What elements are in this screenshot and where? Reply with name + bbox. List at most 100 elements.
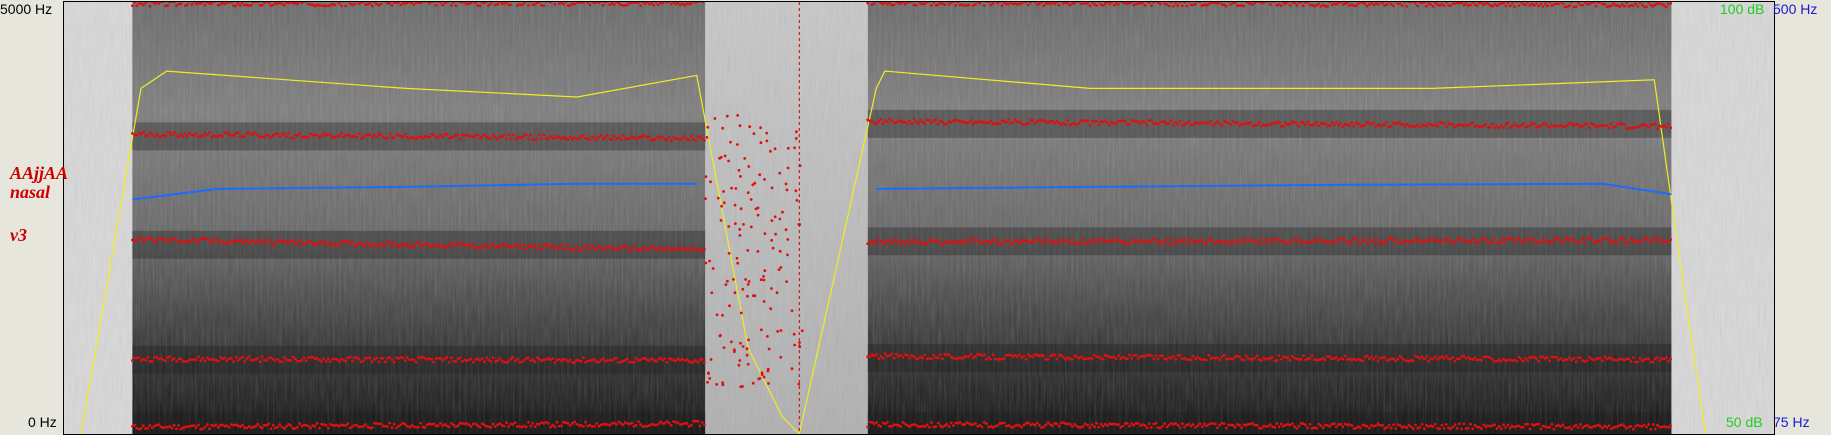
formant-point: [1510, 424, 1514, 428]
formant-point: [947, 242, 951, 245]
formant-point: [1145, 426, 1149, 430]
formant-point: [1376, 123, 1380, 127]
formant-point: [227, 357, 231, 360]
formant-point: [1275, 359, 1279, 362]
formant-point: [1117, 423, 1120, 426]
formant-point: [208, 427, 211, 431]
formant-point: [265, 359, 268, 362]
formant-point: [1026, 421, 1030, 424]
formant-point: [1420, 123, 1424, 127]
formant-point: [1240, 426, 1244, 429]
formant-point: [1623, 238, 1626, 242]
formant-point: [1539, 355, 1543, 359]
formant-point: [1433, 238, 1437, 242]
formant-point: [428, 135, 431, 139]
formant-point: [659, 246, 662, 250]
formant-point: [1317, 239, 1321, 243]
formant-point: [1405, 240, 1409, 244]
formant-point: [650, 422, 653, 426]
formant-point: [359, 360, 363, 364]
formant-point: [458, 356, 462, 360]
formant-point: [623, 4, 627, 7]
formant-point: [734, 222, 737, 226]
formant-point: [656, 3, 660, 7]
formant-point: [1623, 123, 1626, 126]
formant-point: [234, 355, 238, 359]
formant-point: [1084, 2, 1087, 5]
formant-point: [1158, 426, 1162, 430]
formant-point: [661, 2, 664, 5]
formant-point: [692, 360, 695, 364]
formant-point: [461, 2, 464, 4]
formant-point: [751, 183, 755, 187]
spectrogram-plot[interactable]: [63, 1, 1775, 435]
formant-point: [1202, 422, 1206, 426]
formant-point: [1326, 355, 1329, 358]
formant-point: [694, 358, 697, 362]
formant-point: [1048, 119, 1052, 123]
formant-point: [1260, 237, 1263, 241]
formant-point: [1132, 3, 1136, 7]
formant-point: [1330, 3, 1334, 7]
formant-point: [254, 2, 257, 4]
formant-point: [1011, 121, 1015, 124]
formant-point: [421, 355, 425, 359]
formant-point: [1458, 357, 1461, 361]
formant-point: [1565, 5, 1569, 9]
formant-point: [540, 421, 543, 424]
formant-point: [1475, 358, 1479, 362]
formant-point: [888, 424, 892, 428]
formant-point: [978, 241, 982, 245]
formant-point: [241, 423, 244, 427]
formant-point: [1040, 2, 1043, 4]
formant-point: [1249, 121, 1252, 124]
formant-point: [630, 360, 634, 364]
formant-point: [1605, 5, 1609, 8]
formant-point: [423, 356, 427, 360]
formant-point: [634, 2, 638, 4]
formant-point: [282, 240, 286, 243]
formant-point: [1251, 238, 1255, 242]
formant-point: [337, 244, 341, 248]
formant-point: [384, 360, 387, 364]
formant-point: [739, 341, 742, 345]
formant-point: [157, 423, 161, 426]
formant-point: [1125, 241, 1129, 245]
formant-point: [344, 240, 348, 244]
formant-point: [318, 4, 321, 7]
formant-point: [745, 353, 749, 357]
formant-point: [1297, 237, 1301, 241]
spectrogram-canvas[interactable]: [64, 2, 1774, 434]
formant-point: [223, 242, 227, 245]
formant-point: [1306, 2, 1310, 4]
formant-point: [1262, 123, 1266, 126]
formant-point: [1367, 426, 1371, 430]
formant-point: [877, 238, 881, 242]
formant-point: [419, 356, 422, 360]
formant-point: [540, 137, 543, 141]
formant-point: [439, 357, 442, 360]
formant-point: [1009, 353, 1013, 357]
formant-point: [1649, 240, 1653, 244]
formant-point: [139, 427, 143, 430]
formant-point: [507, 360, 510, 363]
formant-point: [177, 2, 180, 6]
formant-point: [639, 4, 642, 7]
formant-point: [194, 358, 198, 361]
formant-point: [1128, 353, 1131, 357]
formant-point: [1128, 241, 1131, 245]
formant-point: [1231, 119, 1235, 123]
formant-point: [1211, 124, 1215, 127]
formant-point: [516, 244, 519, 248]
formant-point: [568, 247, 572, 251]
formant-point: [1207, 353, 1211, 357]
formant-point: [397, 2, 400, 4]
formant-point: [1554, 2, 1558, 6]
formant-point: [276, 238, 279, 242]
formant-point: [1552, 238, 1556, 242]
formant-point: [432, 360, 436, 364]
formant-point: [1279, 4, 1283, 8]
formant-point: [672, 358, 675, 362]
formant-point: [1510, 236, 1514, 240]
formant-point: [1546, 4, 1549, 8]
